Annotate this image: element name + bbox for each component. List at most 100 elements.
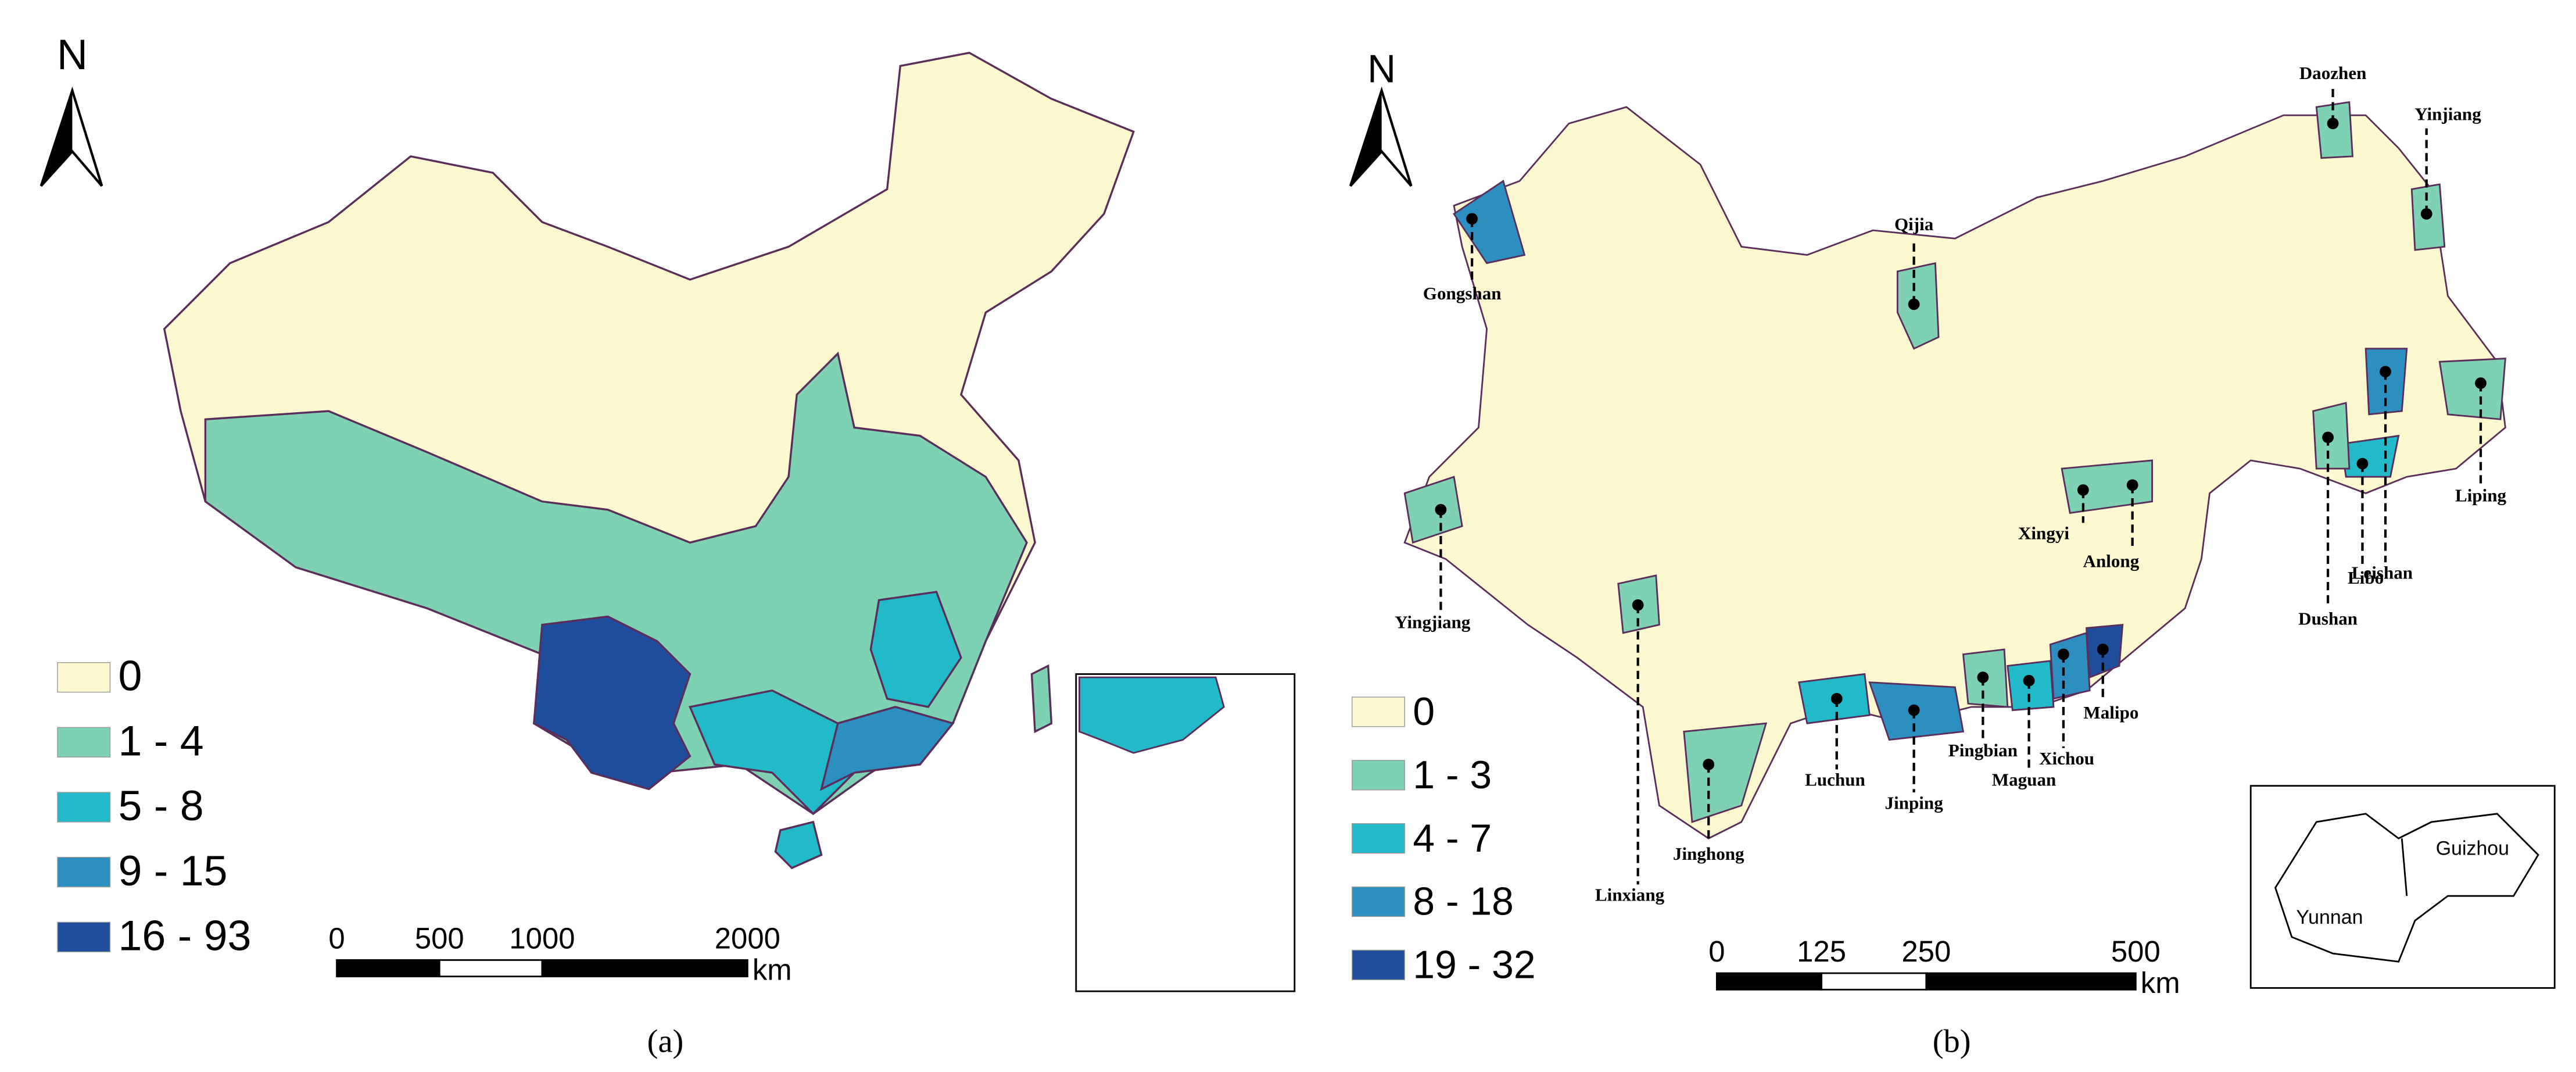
north-arrow: [41, 90, 73, 186]
pin: [1632, 599, 1644, 611]
legend-swatch: [1352, 696, 1405, 727]
legend-label: 9 - 15: [119, 846, 228, 895]
pin: [1908, 704, 1920, 716]
place-label: Maguan: [1992, 770, 2056, 790]
county: [2061, 459, 2154, 514]
scale-label: 500: [2111, 935, 2161, 968]
legend-swatch: [1352, 823, 1405, 854]
legend-label: 8 - 18: [1413, 880, 1514, 924]
county: [1403, 476, 1463, 544]
scale-label: 250: [1901, 935, 1951, 968]
pin: [2475, 377, 2487, 389]
place-label: Xichou: [2039, 748, 2094, 769]
locator-outline: [2274, 813, 2539, 963]
legend-label: 0: [1413, 690, 1435, 734]
place-label: Leishan: [2352, 563, 2413, 583]
legend-label: 0: [119, 652, 142, 700]
county: [2438, 358, 2506, 420]
scale-label: 2000: [715, 922, 780, 955]
legend-swatch: [1352, 949, 1405, 981]
county: [2364, 348, 2408, 416]
inset-label: Guizhou: [2436, 837, 2509, 859]
scale-label: 0: [328, 922, 345, 955]
region-16-93: [533, 615, 692, 791]
place-label: Liping: [2455, 485, 2507, 506]
scale-segment: [1715, 972, 1823, 991]
legend-label: 16 - 93: [119, 911, 252, 959]
scale-segment: [541, 959, 748, 978]
scale-segment: [1821, 972, 1927, 991]
place-label: Yinjiang: [2414, 104, 2481, 124]
pin: [2077, 484, 2089, 496]
county: [1453, 180, 1526, 265]
place-label: Qijia: [1894, 214, 1934, 234]
places: Gongshan Qijia Daozhen Yinjiang Yingjiang Xin…: [1395, 63, 2506, 905]
place-label: Luchun: [1805, 770, 1865, 790]
region-zero: [1403, 106, 2506, 839]
pin: [2322, 431, 2334, 444]
scale-label: 125: [1797, 935, 1846, 968]
place-label: Daozhen: [2299, 63, 2367, 83]
place-label: Dushan: [2298, 609, 2358, 629]
scale-segment: [336, 959, 440, 978]
caption: (b): [1933, 1024, 1971, 1060]
pin: [1908, 298, 1920, 310]
pin: [1977, 671, 1989, 684]
legend-swatch: [1352, 886, 1405, 917]
china-map: [163, 52, 1135, 870]
place-label: Malipo: [2083, 702, 2138, 723]
scale-segment: [438, 959, 543, 978]
inset-coast: [1079, 676, 1225, 754]
legend-swatch: [57, 857, 111, 888]
scale-segment: [1925, 972, 2137, 991]
pin: [1703, 759, 1715, 770]
pin: [2058, 648, 2069, 660]
taiwan: [1030, 664, 1053, 734]
hainan: [774, 820, 823, 870]
legend-swatch: [57, 662, 111, 693]
legend-swatch: [57, 727, 111, 757]
legend-swatch: [1352, 760, 1405, 791]
legend-swatch: [57, 792, 111, 823]
place-label: Linxiang: [1595, 885, 1665, 905]
pin: [1466, 213, 1478, 225]
place-label: Xingyi: [2018, 523, 2069, 544]
place-label: Jinghong: [1673, 844, 1744, 864]
pin: [1830, 692, 1843, 705]
pin: [2356, 458, 2369, 470]
scale-unit: km: [2141, 966, 2180, 999]
pin: [2097, 644, 2109, 655]
legend-label: 1 - 4: [119, 716, 204, 764]
legend-label: 1 - 3: [1413, 753, 1492, 797]
county: [2049, 631, 2091, 700]
legend-label: 19 - 32: [1413, 944, 1535, 987]
place-label: Yingjiang: [1395, 612, 1471, 632]
pin: [1435, 503, 1447, 516]
scale-label: 500: [415, 922, 464, 955]
pin: [2380, 366, 2391, 378]
north-label: N: [57, 30, 88, 78]
county: [1683, 722, 1768, 823]
pin: [2327, 117, 2339, 130]
county: [2315, 101, 2354, 159]
place-label: Anlong: [2083, 551, 2140, 571]
county: [2340, 434, 2400, 478]
scale-unit: km: [753, 953, 792, 986]
north-label: N: [1367, 48, 1396, 91]
place-label: Pingbian: [1948, 740, 2018, 760]
scale-label: 0: [1708, 935, 1725, 968]
legend-swatch: [57, 921, 111, 952]
caption: (a): [647, 1024, 684, 1060]
place-label: Libo: [2348, 567, 2384, 588]
pin: [2023, 674, 2035, 687]
region-5-8: [869, 591, 962, 708]
pin: [2420, 208, 2432, 220]
place-label: Gongshan: [1423, 283, 1502, 303]
region-9-15: [820, 706, 955, 791]
pin: [2126, 479, 2138, 491]
inset-label: Yunnan: [2296, 906, 2363, 928]
legend-label: 4 - 7: [1413, 817, 1492, 860]
place-label: Jinping: [1885, 792, 1944, 813]
scale-label: 1000: [509, 922, 575, 955]
